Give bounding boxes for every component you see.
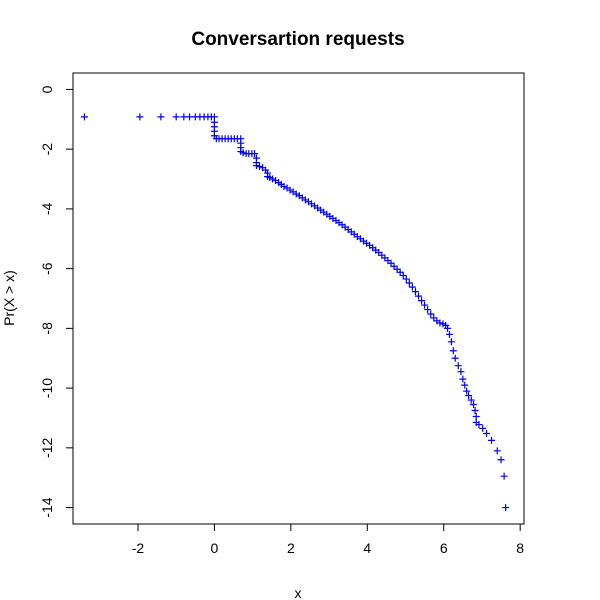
data-point xyxy=(430,314,438,322)
data-point xyxy=(421,301,429,309)
data-point xyxy=(80,113,88,121)
x-tick-label: 2 xyxy=(287,540,295,556)
data-point xyxy=(465,392,473,400)
x-tick-label: 6 xyxy=(440,540,448,556)
y-tick-label: -4 xyxy=(39,202,55,215)
ticks-layer: -2 0 2 4 6 8 0 -2 -4 -6 -8 -10 -12 -14 xyxy=(39,85,524,556)
data-point xyxy=(497,456,505,464)
data-point xyxy=(479,424,487,432)
data-point xyxy=(467,396,475,404)
data-point xyxy=(461,381,469,389)
plot-frame-layer xyxy=(72,72,525,525)
data-point xyxy=(402,275,410,283)
data-point xyxy=(447,338,455,346)
x-tick-label: -2 xyxy=(132,540,145,556)
data-point xyxy=(454,362,462,370)
x-tick-label: 4 xyxy=(363,540,371,556)
data-point xyxy=(251,150,259,158)
data-point xyxy=(396,268,404,276)
data-point xyxy=(411,288,419,296)
y-tick-label: -14 xyxy=(39,497,55,517)
y-tick-label: -8 xyxy=(39,322,55,335)
data-point xyxy=(256,162,264,170)
data-point xyxy=(387,259,395,267)
y-tick-label: -2 xyxy=(39,143,55,156)
x-tick-label: 8 xyxy=(516,540,524,556)
data-point xyxy=(488,436,496,444)
data-point xyxy=(399,272,407,280)
x-axis-label: x xyxy=(295,585,302,600)
data-point xyxy=(136,113,144,121)
y-axis-label: Pr(X > x) xyxy=(1,270,17,326)
data-point xyxy=(280,182,288,190)
data-point xyxy=(157,113,165,121)
data-point xyxy=(493,447,501,455)
data-point xyxy=(427,310,435,318)
y-tick-label: 0 xyxy=(39,85,55,93)
data-point xyxy=(239,149,247,157)
data-point xyxy=(500,472,508,480)
data-point xyxy=(449,347,457,355)
data-point xyxy=(393,265,401,273)
plot-box xyxy=(72,72,525,525)
data-point xyxy=(269,175,277,183)
data-point xyxy=(390,262,398,270)
data-point xyxy=(472,412,480,420)
data-point xyxy=(444,324,452,332)
data-point xyxy=(436,319,444,327)
data-point xyxy=(463,387,471,395)
y-tick-label: -10 xyxy=(39,378,55,398)
data-point xyxy=(475,421,483,429)
y-tick-label: -12 xyxy=(39,438,55,458)
data-point xyxy=(471,407,479,415)
data-point xyxy=(483,430,491,438)
data-point xyxy=(451,354,459,362)
data-point xyxy=(445,330,453,338)
data-point xyxy=(459,375,467,383)
data-point xyxy=(457,368,465,376)
data-point xyxy=(470,401,478,409)
y-tick-label: -6 xyxy=(39,262,55,275)
data-point xyxy=(408,283,416,291)
data-point xyxy=(424,306,432,314)
data-point xyxy=(418,297,426,305)
x-tick-label: 0 xyxy=(211,540,219,556)
data-point xyxy=(252,162,260,170)
points-layer xyxy=(80,113,510,512)
data-point xyxy=(405,279,413,287)
data-point xyxy=(415,292,423,300)
chart-title: Conversartion requests xyxy=(191,29,404,50)
data-point xyxy=(172,113,180,121)
data-point xyxy=(502,504,510,512)
